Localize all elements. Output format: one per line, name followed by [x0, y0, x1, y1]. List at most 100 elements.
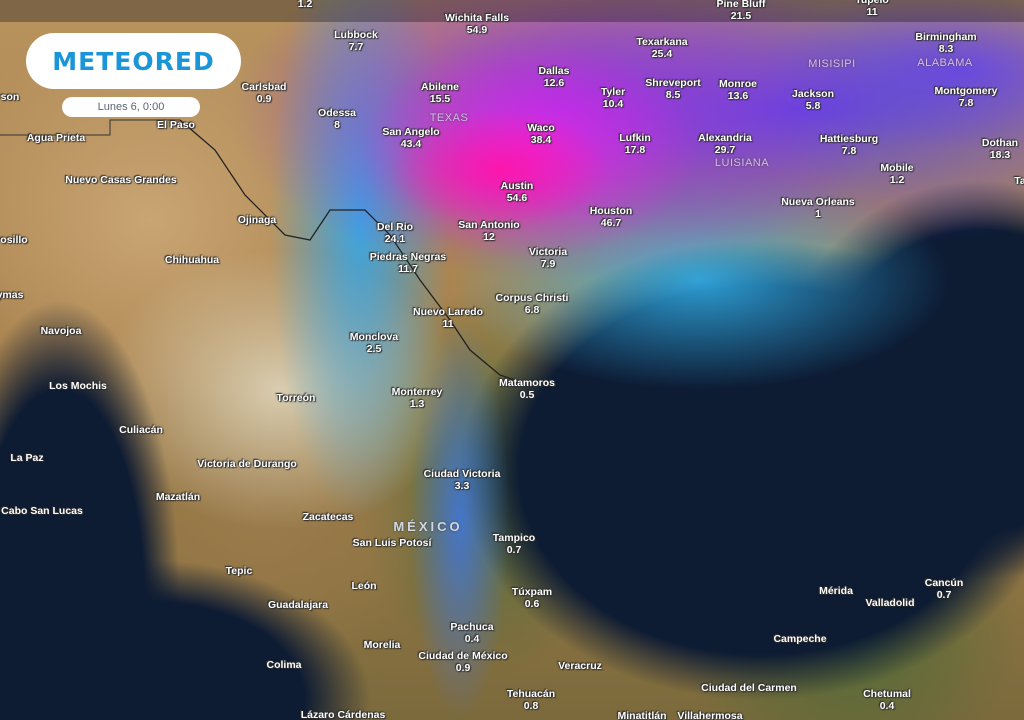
city-label[interactable]: Houston 46.7 [590, 205, 633, 229]
city-label[interactable]: Tampico 0.7 [493, 532, 535, 556]
city-label[interactable]: Jackson 5.8 [792, 88, 834, 112]
city-label[interactable]: Chihuahua [165, 254, 219, 266]
city-label[interactable]: Tupelo 11 [855, 0, 889, 18]
city-label[interactable]: La Paz [10, 452, 43, 464]
city-label[interactable]: Nueva Orleans 1 [781, 196, 855, 220]
city-label[interactable]: Mobile 1.2 [880, 162, 913, 186]
city-name: Monroe [719, 78, 757, 90]
city-label[interactable]: Abilene 15.5 [421, 81, 459, 105]
city-label[interactable]: San Antonio 12 [458, 219, 519, 243]
city-label[interactable]: Cancún 0.7 [925, 577, 964, 601]
city-label[interactable]: Lázaro Cárdenas [301, 709, 386, 720]
city-label[interactable]: Mérida [819, 585, 853, 597]
city-label[interactable]: Campeche [773, 633, 826, 645]
city-label[interactable]: Ciudad del Carmen [701, 682, 797, 694]
city-label[interactable]: Zacatecas [303, 511, 354, 523]
city-label[interactable]: Ciudad Victoria 3.3 [424, 468, 501, 492]
city-label[interactable]: Del Rio 24.1 [377, 221, 413, 245]
city-label[interactable]: 1.2 [298, 0, 313, 10]
city-name: Navojoa [40, 325, 82, 337]
city-name: Ciudad de México [418, 650, 508, 662]
city-name: Colima [266, 659, 302, 671]
city-name: Campeche [773, 633, 827, 645]
precipitation-value: 8.5 [665, 89, 681, 101]
city-label[interactable]: Ojinaga [238, 214, 277, 226]
city-label[interactable]: Texarkana 25.4 [636, 36, 687, 60]
city-label[interactable]: Pine Bluff 21.5 [717, 0, 766, 22]
city-label[interactable]: Corpus Christi 6.8 [496, 292, 569, 316]
city-label[interactable]: Nuevo Laredo 11 [413, 306, 483, 330]
city-label[interactable]: Chetumal 0.4 [863, 688, 911, 712]
city-name: Pine Bluff [716, 0, 766, 10]
city-name: León [351, 580, 377, 592]
city-label[interactable]: Pachuca 0.4 [450, 621, 493, 645]
city-label[interactable]: Matamoros 0.5 [499, 377, 555, 401]
city-label[interactable]: Torreón [277, 392, 316, 404]
city-label[interactable]: Waco 38.4 [527, 122, 555, 146]
precipitation-value: 54.6 [506, 192, 528, 204]
country-label-mexico: MÉXICO [393, 519, 463, 534]
city-label[interactable]: Tyler 10.4 [601, 86, 625, 110]
city-label[interactable]: Lufkin 17.8 [619, 132, 651, 156]
city-label[interactable]: Veracruz [558, 660, 602, 672]
city-label[interactable]: son [1, 91, 20, 103]
city-name: Nuevo Casas Grandes [65, 174, 177, 186]
city-label[interactable]: Birmingham 8.3 [915, 31, 976, 55]
top-strip [0, 0, 1024, 22]
city-label[interactable]: Túxpam 0.6 [512, 586, 552, 610]
city-label[interactable]: San Luis Potosí [353, 537, 432, 549]
city-label[interactable]: Alexandria 29.7 [698, 132, 752, 156]
city-label[interactable]: León [351, 580, 376, 592]
city-label[interactable]: Mazatlán [156, 491, 200, 503]
city-label[interactable]: Monclova 2.5 [350, 331, 398, 355]
city-label[interactable]: Minatitlán [618, 710, 667, 720]
city-label[interactable]: Navojoa [41, 325, 82, 337]
city-label[interactable]: Austin 54.6 [501, 180, 534, 204]
city-name: Jackson [791, 88, 835, 100]
city-label[interactable]: Dothan 18.3 [982, 137, 1018, 161]
city-label[interactable]: Villahermosa [677, 710, 742, 720]
city-label[interactable]: Piedras Negras 11.7 [370, 251, 446, 275]
city-label[interactable]: Agua Prieta [27, 132, 85, 144]
city-label[interactable]: Shreveport 8.5 [645, 77, 700, 101]
city-label[interactable]: Hattiesburg 7.8 [820, 133, 878, 157]
city-label[interactable]: Morelia [364, 639, 401, 651]
city-label[interactable]: Victoria 7.9 [529, 246, 567, 270]
precipitation-value: 0.8 [523, 700, 539, 712]
city-label[interactable]: Monterrey 1.3 [392, 386, 443, 410]
city-label[interactable]: Carlsbad 0.9 [242, 81, 287, 105]
precipitation-value: 3.3 [454, 480, 470, 492]
city-label[interactable]: Lubbock 7.7 [334, 29, 378, 53]
city-label[interactable]: Wichita Falls 54.9 [445, 12, 509, 36]
city-label[interactable]: Colima [266, 659, 301, 671]
city-name: Cancún [924, 577, 964, 589]
city-label[interactable]: Cabo San Lucas [1, 505, 83, 517]
meteored-logo[interactable]: METEORED [26, 33, 241, 89]
city-label[interactable]: Ta [1014, 175, 1024, 187]
city-label[interactable]: osillo [0, 234, 27, 246]
city-label[interactable]: San Angelo 43.4 [382, 126, 439, 150]
precipitation-value: 18.3 [989, 149, 1011, 161]
city-label[interactable]: Dallas 12.6 [539, 65, 570, 89]
city-name: osillo [0, 234, 28, 246]
city-label[interactable]: Culiacán [119, 424, 163, 436]
city-label[interactable]: Nuevo Casas Grandes [65, 174, 176, 186]
city-label[interactable]: Tehuacán 0.8 [507, 688, 555, 712]
city-label[interactable]: Victoria de Durango [197, 458, 297, 470]
city-label[interactable]: Guadalajara [268, 599, 328, 611]
city-label[interactable]: ymas [0, 289, 23, 301]
precipitation-value: 21.5 [730, 10, 752, 22]
city-label[interactable]: Odessa 8 [318, 107, 356, 131]
precipitation-value: 12 [483, 231, 495, 243]
city-label[interactable]: El Paso [157, 119, 195, 131]
state-label-misisipi: MISISIPI [808, 58, 856, 70]
city-name: Ojinaga [237, 214, 277, 226]
city-label[interactable]: Valladolid [865, 597, 914, 609]
city-name: Nueva Orleans [781, 196, 855, 208]
city-label[interactable]: Ciudad de México 0.9 [418, 650, 507, 674]
city-label[interactable]: Tepic [226, 565, 253, 577]
city-label[interactable]: Montgomery 7.8 [935, 85, 998, 109]
city-label[interactable]: Los Mochis [49, 380, 107, 392]
city-label[interactable]: Monroe 13.6 [719, 78, 757, 102]
